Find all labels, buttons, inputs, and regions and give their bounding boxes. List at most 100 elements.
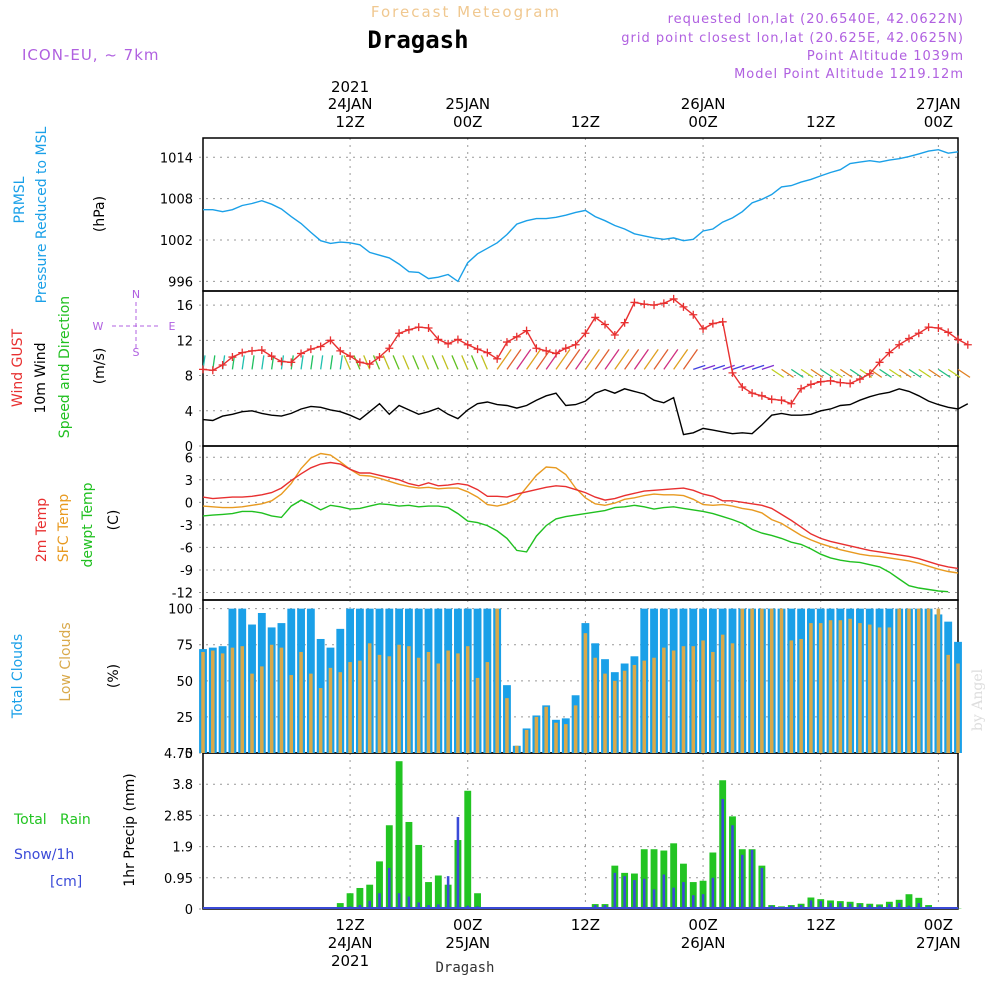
wind-unit: (m/s)	[92, 348, 108, 385]
bottom-year-label: 2021	[331, 952, 369, 970]
wind-arrow	[830, 368, 843, 378]
low-cloud-bar	[848, 618, 852, 753]
snow-bar	[368, 900, 371, 909]
total-rain-label: Total Rain	[13, 812, 91, 828]
gust-marker	[512, 332, 521, 341]
gust-marker	[924, 323, 933, 332]
gust-marker	[591, 313, 600, 322]
y-tick-label: 8	[185, 370, 193, 385]
compass-rose: N W E S	[93, 288, 176, 359]
gust-marker	[395, 329, 404, 338]
wind-arrow	[231, 355, 236, 370]
rain-bar	[356, 887, 364, 909]
gust-marker	[865, 369, 874, 378]
low-cloud-bar	[524, 729, 529, 753]
snow-bar	[897, 903, 901, 909]
low-cloud-bar	[416, 657, 421, 753]
precip-labels: Total Rain Snow/1h [cm] 1hr Precip (mm)	[13, 773, 138, 890]
wind-arrow	[751, 364, 765, 370]
wind-arrow	[516, 349, 532, 370]
y-tick-label: 6	[185, 451, 193, 466]
gust-marker	[522, 326, 531, 335]
wind-arrow	[584, 349, 600, 370]
low-cloud-bar	[201, 651, 205, 753]
gust-marker	[542, 346, 551, 355]
wind-arrow	[412, 355, 420, 370]
y-tick-label: -9	[180, 564, 193, 579]
panel-frame	[202, 599, 959, 754]
bottom-hour-label: 00Z	[924, 916, 953, 934]
y-tick-label: -6	[180, 541, 193, 556]
wind-arrow	[575, 349, 591, 370]
rain-bar	[434, 875, 442, 909]
gust-line	[202, 298, 969, 405]
wind-arrow	[722, 364, 735, 370]
snow-bar	[721, 798, 724, 909]
low-cloud-bar	[730, 643, 735, 753]
gust-marker	[228, 353, 237, 362]
rain-bar	[425, 882, 432, 909]
wind-arrow	[653, 349, 669, 370]
wind-arrow	[261, 355, 265, 370]
gust-marker	[473, 345, 482, 354]
wind-arrow	[790, 368, 804, 378]
y-tick-label: 3	[185, 474, 193, 489]
rain-bar	[395, 761, 403, 909]
footer-location: Dragash	[435, 960, 494, 976]
gust-marker	[718, 317, 727, 326]
gust-marker	[601, 320, 610, 329]
gust-marker	[532, 344, 541, 353]
bottom-hour-label: 12Z	[335, 916, 364, 934]
y-tick-label: 2.85	[164, 809, 193, 824]
low-cloud-bar	[250, 673, 254, 753]
low-cloud-bar	[328, 667, 333, 753]
snow-bar	[731, 825, 734, 909]
wind-arrow	[712, 364, 726, 370]
point-altitude: Point Altitude 1039m	[807, 49, 964, 64]
snow-unit-label: [cm]	[50, 874, 82, 890]
low-cloud-bar	[750, 608, 754, 753]
gust-marker	[238, 348, 247, 357]
gust-marker	[277, 357, 286, 366]
rain-bar	[405, 821, 413, 909]
gust-marker	[875, 358, 884, 367]
low-cloud-bar	[220, 653, 225, 753]
low-cloud-bar	[407, 646, 411, 753]
gust-marker	[630, 298, 639, 307]
wind-arrow	[241, 355, 245, 370]
gust-marker	[806, 380, 815, 389]
top-date-label: 26JAN	[681, 95, 726, 113]
y-tick-label: 100	[168, 603, 193, 618]
rain-bar	[415, 844, 423, 909]
wind-arrow	[382, 355, 390, 370]
low-cloud-bar	[279, 647, 284, 753]
low-cloud-bar	[632, 664, 637, 753]
low-cloud-bar	[662, 647, 666, 753]
low-cloud-bar	[211, 650, 215, 753]
wind-arrow	[329, 355, 334, 370]
low-cloud-bar	[446, 650, 450, 753]
wind-arrow	[879, 368, 892, 378]
gust-marker	[414, 323, 423, 332]
low-cloud-bar	[564, 724, 568, 753]
low-cloud-bar	[554, 722, 558, 753]
low-cloud-bar	[240, 646, 244, 753]
panel-frame	[202, 445, 959, 601]
wind-arrow	[565, 349, 581, 370]
gust-marker	[610, 331, 619, 340]
wind-arrow	[633, 349, 649, 370]
y-tick-label: 4	[185, 405, 193, 420]
low-cloud-bar	[515, 745, 519, 753]
low-cloud-bar	[436, 663, 441, 753]
y-tick-label: 3.8	[172, 778, 193, 793]
bottom-date-label: 26JAN	[681, 934, 726, 952]
low-cloud-bar	[475, 677, 480, 753]
wind-arrow	[343, 355, 351, 370]
low-cloud-bar	[348, 662, 352, 753]
low-cloud-bar	[377, 654, 382, 753]
bottom-hour-label: 12Z	[806, 916, 835, 934]
gust-marker	[954, 335, 962, 344]
y-tick-label: 4.75	[164, 747, 193, 762]
wind-arrow	[702, 364, 716, 370]
